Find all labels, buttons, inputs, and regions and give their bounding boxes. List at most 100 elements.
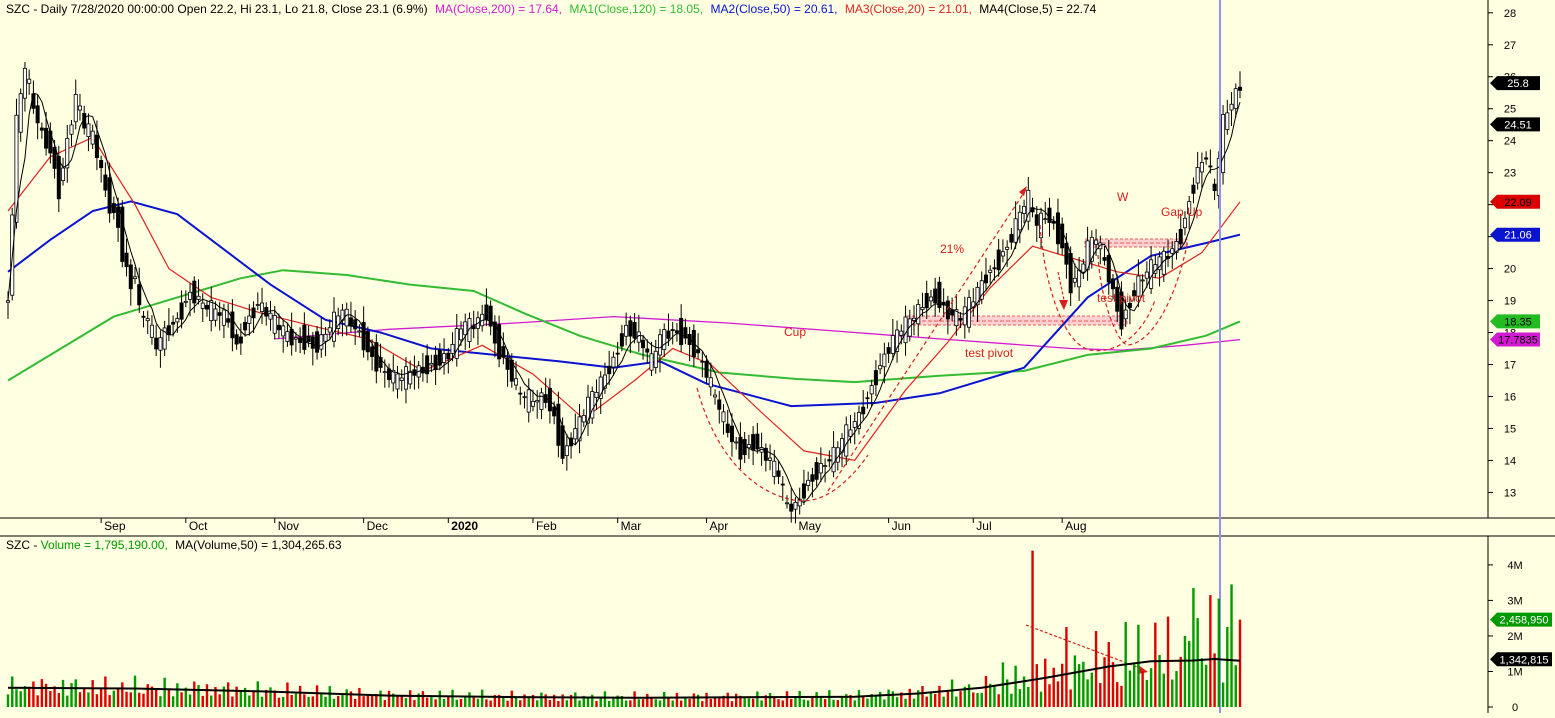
candle-down — [1009, 234, 1014, 243]
volume-bar — [1217, 598, 1221, 707]
candle-down — [99, 160, 104, 169]
volume-bar — [1014, 665, 1017, 707]
candle-down — [1110, 278, 1115, 290]
volume-bar — [519, 700, 522, 707]
candle — [526, 378, 531, 423]
candle-up — [1225, 112, 1230, 130]
candle — [535, 390, 540, 419]
candle — [226, 303, 231, 328]
candle-up — [772, 460, 777, 477]
candle — [641, 334, 646, 360]
volume-bar — [49, 690, 52, 707]
candle — [327, 319, 332, 341]
volume-bar — [311, 696, 315, 707]
candle-down — [937, 281, 942, 308]
volume-bar — [1162, 673, 1165, 707]
volume-bar — [1035, 664, 1038, 707]
volume-bar — [1179, 656, 1182, 707]
candle-up — [73, 94, 78, 123]
volume-bar — [468, 692, 471, 707]
volume-bar — [620, 696, 624, 707]
candle-down — [378, 357, 383, 368]
candle-up — [823, 465, 828, 467]
candle — [1178, 213, 1183, 250]
annotation-cup: Cup — [784, 325, 806, 339]
volume-bar — [408, 690, 412, 707]
volume-bar — [447, 696, 450, 707]
candle-down — [1238, 86, 1243, 91]
volume-bar — [646, 693, 649, 707]
candle — [1132, 282, 1137, 302]
candle-up — [1221, 114, 1226, 173]
volume-bar — [637, 699, 641, 707]
candle — [61, 157, 66, 186]
annotation-gap-up: Gap Up — [1161, 205, 1203, 219]
candle-up — [848, 429, 853, 437]
candle — [281, 319, 286, 353]
candle — [323, 326, 328, 357]
candle-up — [526, 389, 531, 413]
volume-bar — [849, 695, 852, 707]
volume-bar — [476, 698, 480, 707]
volume-bar — [1128, 670, 1132, 707]
candle — [268, 300, 273, 331]
candle-down — [827, 459, 832, 462]
candle — [751, 426, 756, 466]
volume-bar — [459, 698, 463, 707]
candle-up — [818, 463, 823, 474]
volume-bar — [1158, 654, 1161, 707]
volume-bar — [303, 694, 306, 707]
volume-tick-label: 4M — [1507, 560, 1522, 572]
candle — [154, 324, 159, 356]
candle-down — [302, 324, 307, 350]
candle — [818, 447, 823, 483]
price-tick-label: 23 — [1504, 168, 1516, 180]
candle-up — [69, 124, 74, 135]
candle — [1127, 296, 1132, 325]
volume-bar — [726, 692, 729, 707]
candle-up — [962, 306, 967, 326]
candle — [353, 310, 358, 345]
volume-bar — [277, 697, 281, 707]
candle — [1195, 151, 1200, 190]
volume-bar — [1090, 672, 1094, 707]
candle — [598, 371, 603, 414]
candle — [14, 98, 19, 229]
candle-up — [1072, 277, 1077, 283]
candle — [725, 409, 730, 438]
volume-bar — [138, 692, 141, 707]
candle-down — [628, 320, 633, 337]
candle-up — [6, 300, 11, 303]
candle-down — [39, 127, 44, 131]
candle-up — [768, 457, 773, 461]
candle — [1115, 274, 1120, 323]
volume-bar — [561, 694, 564, 707]
candle-up — [27, 78, 32, 84]
candle — [158, 330, 163, 368]
volume-bar — [764, 695, 768, 707]
candle — [1170, 241, 1175, 270]
candle-down — [192, 280, 197, 304]
volume-bar — [836, 700, 840, 707]
volume-bar — [387, 690, 391, 707]
volume-bar — [205, 684, 209, 707]
volume-bar — [1111, 662, 1115, 707]
volume-bar — [1082, 661, 1085, 707]
candle — [39, 122, 44, 139]
candle — [713, 389, 718, 405]
candle-up — [293, 337, 298, 340]
volume-header: SZC - Volume = 1,795,190.00, MA(Volume,5… — [6, 538, 342, 552]
candle — [433, 345, 438, 386]
volume-bar — [942, 696, 945, 707]
volume-bar — [201, 695, 204, 707]
volume-bar — [1192, 587, 1195, 707]
candle-up — [907, 318, 912, 337]
volume-bar — [599, 697, 602, 707]
volume-bar — [1107, 642, 1110, 707]
candle — [437, 343, 442, 371]
candle — [784, 495, 789, 509]
volume-bar — [959, 691, 962, 707]
volume-bar — [862, 696, 865, 707]
candle — [861, 390, 866, 420]
volume-bar — [1187, 640, 1191, 707]
